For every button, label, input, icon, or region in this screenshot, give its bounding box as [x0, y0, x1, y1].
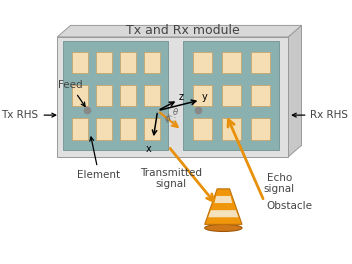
Polygon shape [208, 210, 238, 217]
Bar [222, 52, 241, 73]
Text: Element: Element [77, 137, 120, 180]
Polygon shape [214, 196, 232, 203]
Bar [120, 52, 136, 73]
Bar [144, 118, 160, 139]
Text: Transmitted
signal: Transmitted signal [140, 168, 202, 189]
Bar [251, 118, 270, 139]
Text: Feed: Feed [58, 80, 85, 106]
Bar [193, 118, 212, 139]
Bar [72, 118, 88, 139]
Text: Tx RHS: Tx RHS [1, 110, 56, 120]
Bar [63, 41, 168, 150]
Polygon shape [288, 25, 302, 157]
Text: θ: θ [173, 108, 178, 117]
Bar [193, 85, 212, 106]
Bar [96, 52, 112, 73]
Text: Tx and Rx module: Tx and Rx module [126, 24, 239, 37]
Text: Rx RHS: Rx RHS [293, 110, 348, 120]
Text: z: z [179, 92, 184, 102]
Bar [183, 41, 279, 150]
Bar [120, 85, 136, 106]
Bar [222, 118, 241, 139]
Text: ϕ: ϕ [165, 114, 170, 123]
Bar [144, 52, 160, 73]
Text: Echo
signal: Echo signal [264, 173, 295, 195]
Polygon shape [57, 25, 302, 37]
Bar [144, 85, 160, 106]
Bar [96, 118, 112, 139]
Bar [193, 52, 212, 73]
Bar [120, 118, 136, 139]
Polygon shape [57, 37, 288, 157]
Bar [72, 85, 88, 106]
Bar [72, 52, 88, 73]
Ellipse shape [205, 224, 242, 232]
Text: Obstacle: Obstacle [266, 201, 312, 211]
Text: x: x [146, 144, 152, 154]
Bar [222, 85, 241, 106]
Bar [251, 52, 270, 73]
Polygon shape [205, 189, 242, 224]
Bar [96, 85, 112, 106]
Text: y: y [202, 92, 208, 102]
Bar [251, 85, 270, 106]
